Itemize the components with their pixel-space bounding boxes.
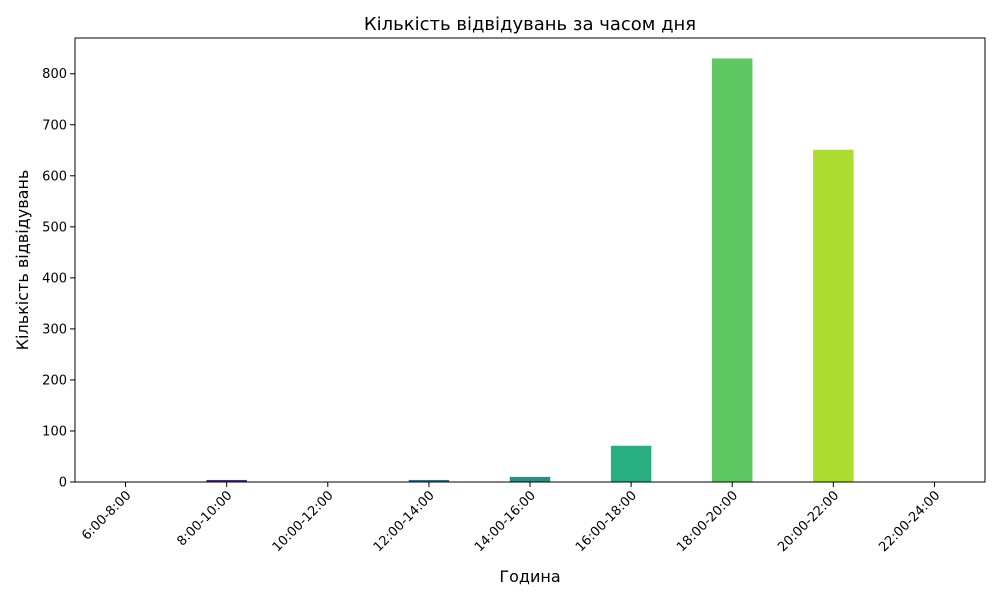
x-tick-label: 12:00-14:00	[371, 488, 438, 555]
x-tick-label: 14:00-16:00	[472, 488, 539, 555]
bars-group	[206, 58, 854, 483]
bar-18:00-20:00	[712, 58, 753, 483]
bar-14:00-16:00	[509, 476, 551, 482]
y-axis-ticks: 0 100 200 300 400 500 600 700 800	[42, 67, 75, 491]
bar-8:00-10:00	[206, 479, 247, 482]
bar-12:00-14:00	[408, 479, 450, 482]
y-tick-label: 600	[42, 169, 67, 184]
y-tick-label: 200	[42, 373, 67, 388]
x-tick-label: 6:00-8:00	[79, 488, 134, 543]
y-tick-label: 400	[42, 271, 67, 286]
x-tick-label: 16:00-18:00	[573, 488, 640, 555]
x-tick-label: 18:00-20:00	[674, 488, 741, 555]
x-axis-ticks: 6:00-8:00 8:00-10:00 10:00-12:00 12:00-14:0…	[79, 482, 943, 555]
chart-title: Кількість відвідувань за часом дня	[364, 14, 696, 35]
y-tick-label: 100	[42, 424, 67, 439]
y-tick-label: 800	[42, 67, 67, 82]
bar-16:00-18:00	[610, 445, 652, 482]
bar-20:00-22:00	[813, 149, 854, 483]
y-tick-label: 700	[42, 118, 67, 133]
y-tick-label: 0	[59, 476, 67, 491]
y-tick-label: 300	[42, 322, 67, 337]
x-tick-label: 8:00-10:00	[174, 488, 235, 549]
plot-frame	[74, 37, 986, 483]
x-axis-label: Година	[499, 567, 560, 586]
x-tick-label: 22:00-24:00	[876, 488, 943, 555]
y-axis-label: Кількість відвідувань	[13, 170, 32, 351]
x-tick-label: 10:00-12:00	[270, 488, 337, 555]
x-tick-label: 20:00-22:00	[775, 488, 842, 555]
y-tick-label: 500	[42, 220, 67, 235]
